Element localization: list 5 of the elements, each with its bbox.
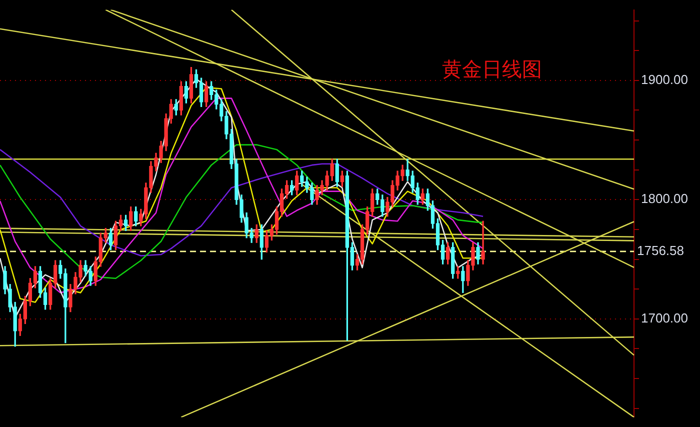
text: 黄金日线图 [442,57,542,82]
y-tick-label: 1700.00 [641,310,688,326]
y-tick-label: 1800.00 [641,191,688,206]
y-tick-label: 1900.00 [641,72,688,87]
ref-line-label: 1756.58 [637,243,684,258]
